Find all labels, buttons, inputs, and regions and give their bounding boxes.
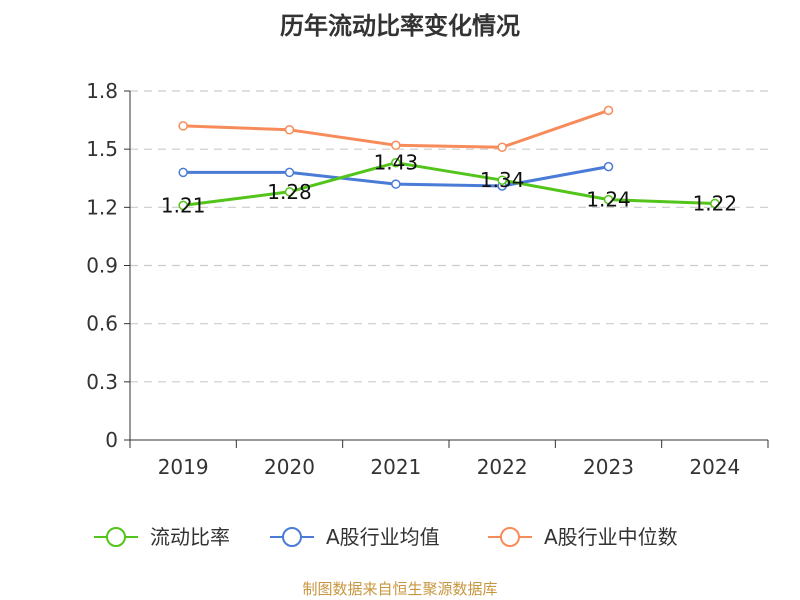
data-label-2021: 1.43 <box>374 151 419 175</box>
legend-marker-0 <box>106 527 126 547</box>
y-tick-label-1: 0.3 <box>86 370 118 394</box>
legend-label-2: A股行业中位数 <box>544 525 678 549</box>
source-note: 制图数据来自恒生聚源数据库 <box>302 580 498 598</box>
legend-marker-1 <box>282 527 302 547</box>
point-s2-2019 <box>178 121 188 131</box>
point-s0-2019 <box>178 200 188 211</box>
axes: 0 0.3 0.6 0.9 1.2 1.5 1.8 2019 2020 2021 2022 2023 2… <box>86 79 769 479</box>
data-labels: 1.21 1.28 1.43 1.34 1.24 1.22 <box>161 151 737 218</box>
data-label-2019: 1.21 <box>161 193 206 217</box>
x-tick-label-2022: 2022 <box>477 455 528 479</box>
y-tick-label-6: 1.8 <box>86 79 118 103</box>
x-tick-label-2024: 2024 <box>689 455 740 479</box>
point-s2-2020 <box>284 125 295 135</box>
point-s0-2022 <box>497 175 507 185</box>
point-s0-2021 <box>391 157 401 168</box>
data-label-2023: 1.24 <box>586 188 631 212</box>
x-tick-label-2020: 2020 <box>264 455 315 479</box>
data-label-2020: 1.28 <box>267 180 312 204</box>
chart-title: 历年流动比率变化情况 <box>280 12 520 40</box>
y-tick-label-4: 1.2 <box>86 195 118 219</box>
legend-label-0: 流动比率 <box>150 525 230 549</box>
data-label-2022: 1.34 <box>480 168 525 192</box>
point-s1-2019 <box>178 167 188 178</box>
point-s1-2020 <box>284 167 295 178</box>
point-s2-2022 <box>497 142 507 152</box>
series-points <box>178 105 720 211</box>
series-line-0 <box>183 161 715 207</box>
legend-label-1: A股行业均值 <box>326 525 440 549</box>
y-tick-label-3: 0.9 <box>86 254 118 278</box>
x-tick-label-2019: 2019 <box>158 455 209 479</box>
data-label-2024: 1.22 <box>693 191 738 215</box>
series-lines <box>183 108 715 207</box>
point-s0-2020 <box>284 187 295 197</box>
x-tick-label-2021: 2021 <box>370 455 421 479</box>
y-tick-label-5: 1.5 <box>86 137 118 161</box>
grid-lines <box>130 90 768 383</box>
x-tick-label-2023: 2023 <box>583 455 634 479</box>
point-s1-2023 <box>603 161 614 172</box>
point-s2-2021 <box>391 140 401 151</box>
point-s0-2024 <box>710 198 720 209</box>
legend: 流动比率 A股行业均值 A股行业中位数 <box>94 525 678 549</box>
legend-marker-2 <box>500 527 520 547</box>
y-tick-label-0: 0 <box>105 428 118 452</box>
point-s2-2023 <box>603 105 614 116</box>
y-tick-label-2: 0.6 <box>86 312 118 336</box>
point-s0-2023 <box>603 194 614 205</box>
point-s1-2021 <box>391 179 401 189</box>
